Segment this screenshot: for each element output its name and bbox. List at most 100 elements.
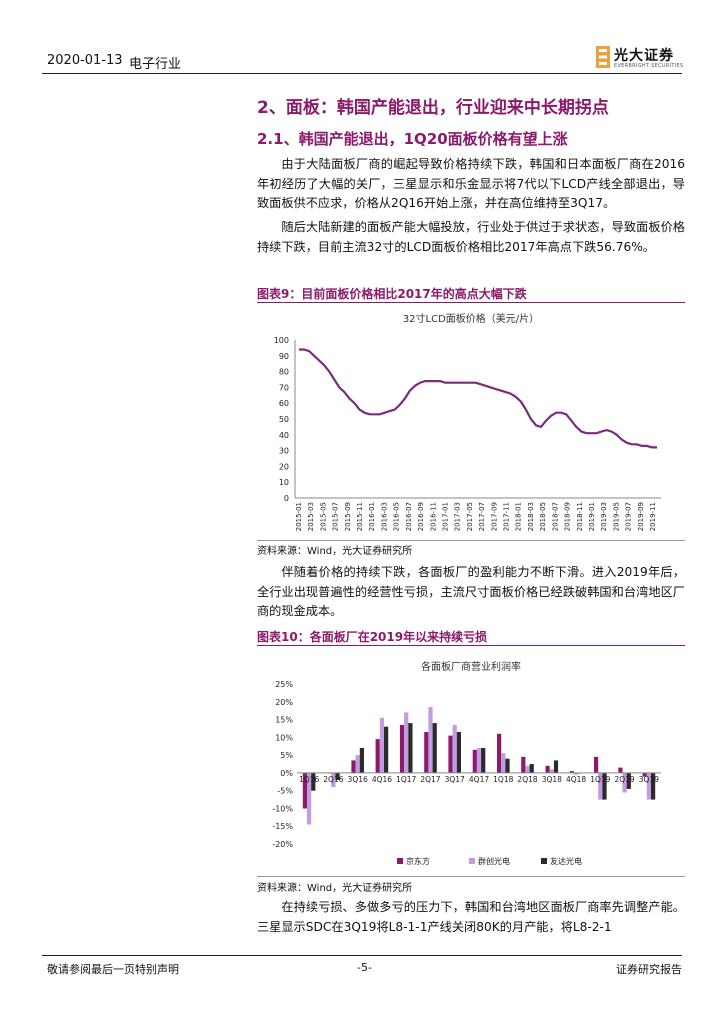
x-tick-label: 2018-11 bbox=[576, 502, 584, 531]
bar bbox=[335, 772, 340, 780]
x-tick-label: 1Q18 bbox=[493, 775, 513, 784]
legend-swatch bbox=[469, 858, 475, 864]
footer-divider bbox=[42, 955, 682, 956]
bar bbox=[331, 772, 336, 788]
logo-mark-icon bbox=[596, 46, 610, 68]
figure-9-source: 资料来源：Wind，光大证券研究所 bbox=[257, 546, 413, 557]
paragraph-3: 伴随着价格的持续下跌，各面板厂的盈利能力不断下滑。进入2019年后，全行业出现普… bbox=[257, 565, 685, 618]
legend-label: 群创光电 bbox=[478, 856, 510, 866]
y-tick-label: 80 bbox=[279, 368, 289, 377]
x-tick-label: 4Q16 bbox=[372, 775, 392, 784]
bar bbox=[428, 707, 433, 773]
bar bbox=[497, 733, 502, 773]
y-tick-label: 100 bbox=[274, 336, 289, 345]
y-tick-label: 15% bbox=[275, 716, 293, 725]
bar bbox=[351, 760, 356, 773]
x-tick-label: 2015-07 bbox=[332, 502, 340, 531]
header-date: 2020-01-13 bbox=[47, 53, 123, 68]
logo-text: 光大证券 bbox=[614, 48, 674, 64]
bar bbox=[574, 772, 579, 775]
y-tick-label: 70 bbox=[279, 383, 289, 392]
x-tick-label: 2016-05 bbox=[393, 502, 401, 531]
price-series-line bbox=[299, 348, 657, 449]
y-tick-label: 25% bbox=[275, 680, 293, 689]
bar bbox=[408, 723, 413, 773]
x-tick-label: 2018-03 bbox=[527, 502, 535, 531]
bar-chart: 各面板厂商营业利润率 -20% -15% -10% -5% 0% 5% 10% 15% 20% 2… bbox=[272, 660, 661, 866]
x-tick-label: 2019-03 bbox=[600, 502, 608, 531]
bar bbox=[311, 772, 316, 791]
x-tick-label: 2015-09 bbox=[344, 502, 352, 531]
x-tick-label: 4Q17 bbox=[469, 775, 489, 784]
bar bbox=[501, 753, 506, 773]
bar bbox=[618, 767, 623, 773]
paragraph-4: 在持续亏损、多做多亏的压力下，韩国和台湾地区面板厂商率先调整产能。三星显示SDC… bbox=[257, 900, 685, 934]
bar bbox=[505, 758, 510, 773]
paragraph-1: 由于大陆面板厂商的崛起导致价格持续下跌，韩国和日本面板厂商在2016年初经历了大… bbox=[257, 157, 685, 210]
y-tick-label: 50 bbox=[279, 415, 289, 424]
x-tick-label: 2015-05 bbox=[319, 502, 327, 531]
y-tick-label: -20% bbox=[272, 840, 293, 849]
x-tick-label: 2019-09 bbox=[637, 502, 645, 531]
x-tick-label: 2Q16 bbox=[323, 775, 343, 784]
bar bbox=[476, 748, 482, 773]
bar bbox=[302, 772, 307, 809]
x-tick-label: 2015-11 bbox=[356, 502, 364, 531]
x-tick-label: 2017-07 bbox=[478, 502, 486, 531]
source-divider bbox=[257, 540, 685, 541]
page-number: -5- bbox=[357, 961, 372, 974]
bar bbox=[622, 772, 627, 793]
bar bbox=[651, 772, 656, 800]
bar bbox=[404, 712, 409, 773]
bar bbox=[448, 735, 453, 773]
figure-10-divider bbox=[257, 645, 685, 646]
x-tick-label: 2016-03 bbox=[380, 502, 388, 531]
x-tick-label: 3Q18 bbox=[542, 775, 562, 784]
y-tick-label: 20 bbox=[279, 462, 289, 471]
y-tick-label: 90 bbox=[279, 352, 289, 361]
legend-label: 友达光电 bbox=[550, 856, 582, 866]
bar bbox=[545, 765, 550, 773]
y-tick-label: 0 bbox=[284, 494, 289, 503]
bar bbox=[456, 732, 461, 773]
bar bbox=[359, 748, 364, 773]
x-tick-label: 2015-01 bbox=[295, 502, 303, 531]
chart-title: 各面板厂商营业利润率 bbox=[421, 660, 521, 673]
x-tick-label: 2017-03 bbox=[454, 502, 462, 531]
bar bbox=[553, 760, 559, 773]
bar bbox=[549, 769, 554, 773]
x-tick-label: 2017-05 bbox=[466, 502, 474, 531]
y-tick-label: 5% bbox=[280, 751, 293, 760]
company-logo: 光大证券 EVERBRIGHT SECURITIES bbox=[596, 44, 686, 72]
y-tick-label: 30 bbox=[279, 447, 289, 456]
legend-swatch bbox=[397, 858, 403, 864]
bar bbox=[472, 749, 477, 773]
y-tick-label: 60 bbox=[279, 399, 289, 408]
x-tick-label: 2019-11 bbox=[649, 502, 657, 531]
x-tick-label: 2018-09 bbox=[564, 502, 572, 531]
bar bbox=[379, 717, 384, 773]
x-tick-label: 2018-05 bbox=[539, 502, 547, 531]
x-tick-label: 2017-09 bbox=[490, 502, 498, 531]
figure-9-divider bbox=[257, 302, 685, 303]
x-tick-label: 2016-01 bbox=[368, 502, 376, 531]
bar bbox=[602, 772, 607, 800]
section-title: 2、面板：韩国产能退出，行业迎来中长期拐点 bbox=[257, 98, 609, 118]
paragraph-2: 随后大陆新建的面板产能大幅投放，行业处于供过于求状态，导致面板价格持续下跌，目前… bbox=[257, 220, 685, 254]
y-tick-label: 40 bbox=[279, 431, 289, 440]
y-tick-label: -15% bbox=[272, 822, 293, 831]
y-tick-label: 20% bbox=[275, 698, 293, 707]
bar bbox=[424, 732, 429, 773]
figure-10-caption: 图表10：各面板厂在2019年以来持续亏损 bbox=[257, 630, 488, 644]
x-tick-label: 2019-01 bbox=[588, 502, 596, 531]
figure-9-caption: 图表9：目前面板价格相比2017年的高点大幅下跌 bbox=[257, 287, 527, 301]
x-tick-label: 2017-01 bbox=[441, 502, 449, 531]
x-tick-label: 2016-09 bbox=[417, 502, 425, 531]
chart-title: 32寸LCD面板价格（美元/片） bbox=[403, 312, 539, 325]
y-tick-label: 0% bbox=[280, 769, 293, 778]
header-divider bbox=[42, 73, 682, 74]
bar bbox=[375, 739, 380, 773]
x-tick-label: 2019-07 bbox=[625, 502, 633, 531]
x-tick-label: 3Q17 bbox=[445, 775, 465, 784]
bar bbox=[525, 765, 530, 773]
